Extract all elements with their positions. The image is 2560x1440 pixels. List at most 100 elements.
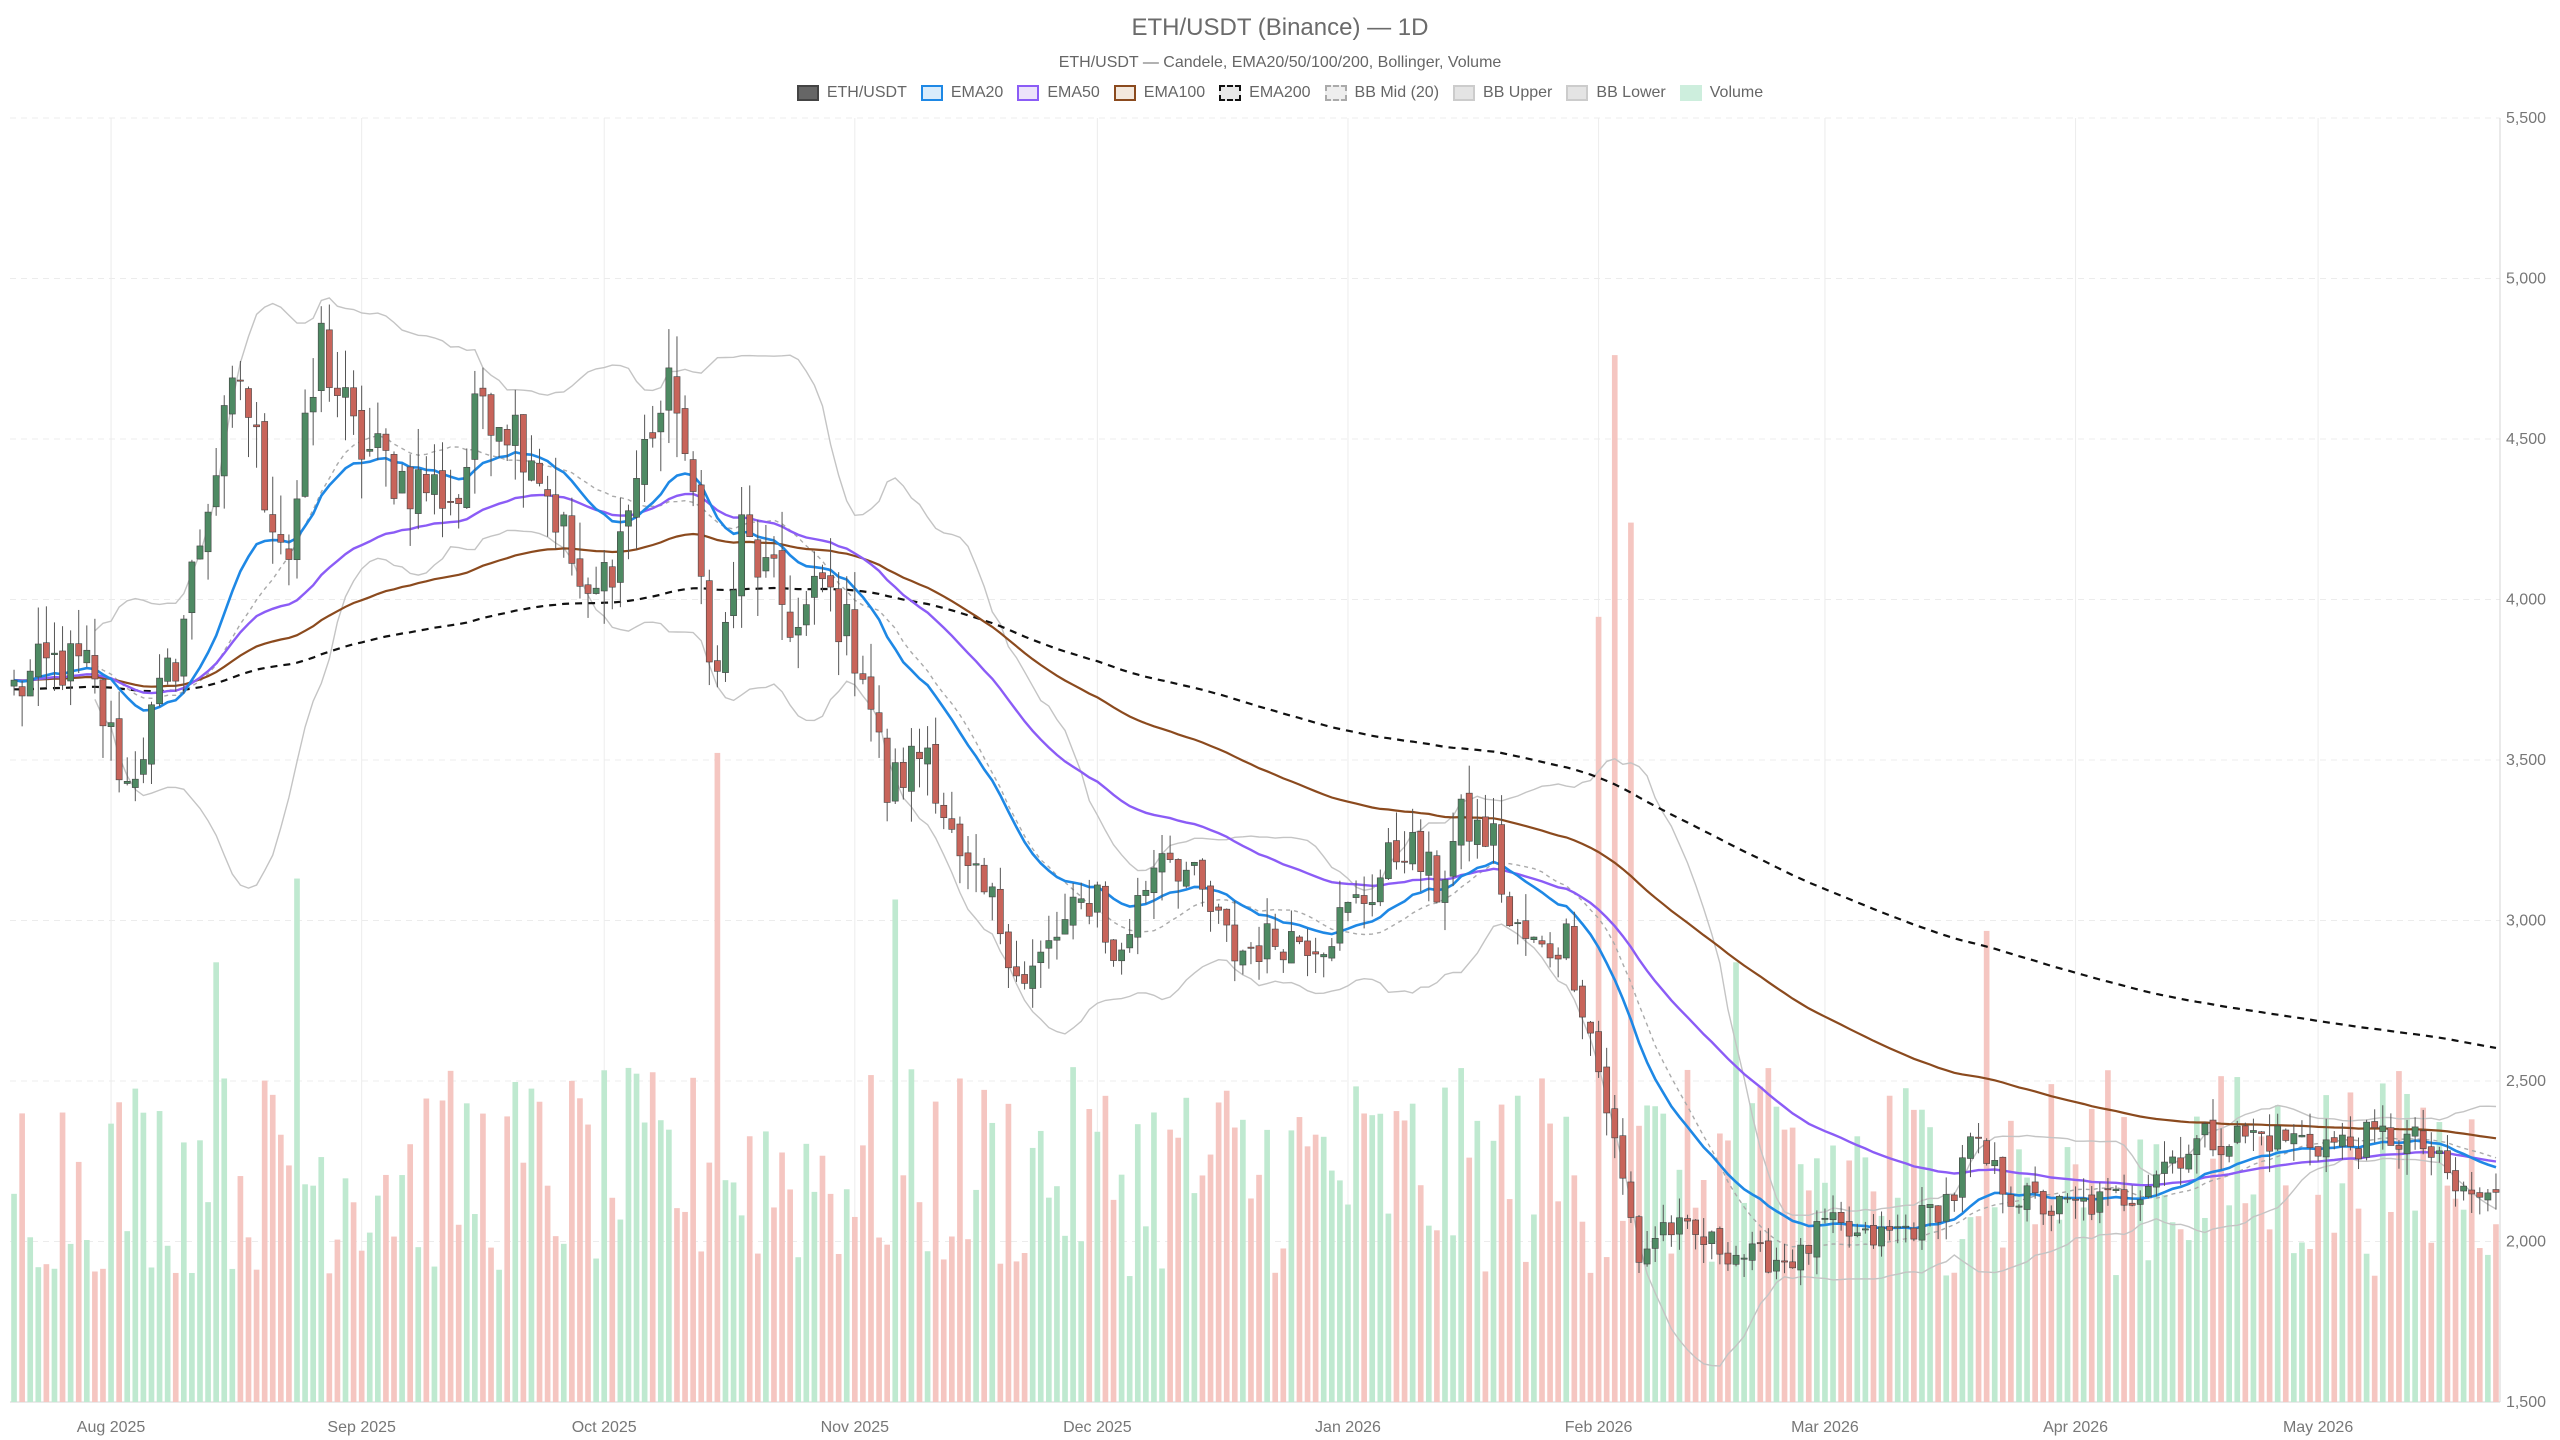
- volume-bar: [43, 1264, 50, 1402]
- volume-bar: [884, 1244, 890, 1402]
- candle-body: [99, 679, 107, 727]
- volume-bar: [19, 1113, 25, 1402]
- candle-body: [2217, 1146, 2225, 1156]
- volume-bar: [439, 1100, 446, 1402]
- volume-bar: [1167, 1129, 1173, 1402]
- x-tick-label: Sep 2025: [327, 1419, 396, 1436]
- candle-body: [924, 747, 931, 765]
- volume-bar: [1466, 1157, 1473, 1402]
- candle-body: [2023, 1185, 2031, 1210]
- legend-item[interactable]: BB Lower: [1566, 84, 1666, 102]
- volume-bar: [1353, 1086, 1359, 1402]
- legend-label: EMA100: [1143, 84, 1206, 101]
- candle-body: [754, 539, 762, 578]
- candle-body: [1643, 1248, 1651, 1265]
- volume-bar: [1409, 1103, 1416, 1402]
- volume-bar: [641, 1122, 648, 1402]
- candle-body: [1473, 819, 1481, 845]
- candle-body: [2201, 1123, 2209, 1136]
- candle-body: [1199, 859, 1206, 890]
- legend-item[interactable]: EMA100: [1113, 84, 1206, 102]
- volume-bar: [2113, 1275, 2119, 1402]
- candle-body: [398, 470, 406, 494]
- volume-bar: [965, 1239, 971, 1402]
- legend-item[interactable]: EMA200: [1219, 84, 1311, 102]
- candle-body: [2250, 1130, 2257, 1133]
- candle-body: [75, 643, 83, 657]
- x-tick-label: Oct 2025: [572, 1419, 637, 1436]
- volume-bar: [1999, 1247, 2006, 1402]
- candle-body: [1401, 860, 1408, 863]
- volume-bar: [1838, 1220, 1844, 1402]
- volume-bar: [1498, 1104, 1505, 1402]
- candle-body: [277, 534, 285, 543]
- candle-body: [972, 863, 980, 866]
- candle-body: [1748, 1243, 1756, 1261]
- candle-body: [1773, 1259, 1780, 1272]
- volume-bar: [1959, 1239, 1966, 1402]
- candle-body: [463, 466, 471, 508]
- candle-body: [245, 388, 252, 418]
- candle-body: [2031, 1181, 2039, 1194]
- legend-item[interactable]: ETH/USDT: [796, 84, 907, 102]
- volume-bar: [59, 1112, 66, 1402]
- volume-bar: [1563, 1116, 1570, 1402]
- volume-bar: [229, 1268, 236, 1402]
- legend-item[interactable]: EMA50: [1017, 84, 1100, 102]
- candle-body: [641, 439, 648, 485]
- volume-bar: [108, 1123, 114, 1402]
- volume-bar: [1886, 1095, 1893, 1402]
- candle-body: [1635, 1216, 1643, 1263]
- volume-bar: [2153, 1144, 2160, 1402]
- candle-body: [1894, 1226, 1902, 1229]
- x-tick-label: Dec 2025: [1063, 1419, 1132, 1436]
- candle-body: [439, 470, 446, 509]
- candle-body: [762, 557, 770, 572]
- volume-bar: [2315, 1194, 2321, 1402]
- volume-bar: [876, 1237, 882, 1402]
- volume-bar: [2040, 1198, 2047, 1402]
- bb-mid-line: [94, 434, 2497, 1248]
- volume-bar: [423, 1098, 430, 1402]
- candle-body: [148, 704, 155, 765]
- volume-bar: [2177, 1229, 2184, 1402]
- bb-upper-line: [94, 297, 2497, 1217]
- candle-body: [1676, 1217, 1683, 1235]
- legend-item[interactable]: EMA20: [920, 84, 1003, 102]
- candle-body: [1425, 851, 1433, 876]
- volume-bar: [1741, 1202, 1747, 1402]
- candle-body: [1522, 920, 1530, 939]
- candle-body: [584, 584, 592, 594]
- volume-bar: [900, 1175, 907, 1402]
- volume-bar: [714, 752, 721, 1402]
- candle-body: [1845, 1221, 1853, 1237]
- candle-body: [285, 548, 293, 560]
- volume-bar: [2404, 1093, 2410, 1402]
- volume-bar: [908, 1069, 915, 1402]
- candle-body: [2460, 1185, 2467, 1192]
- legend-item[interactable]: Volume: [1679, 84, 1763, 102]
- candle-body: [689, 459, 697, 492]
- volume-bar: [75, 1161, 82, 1402]
- candle-body: [1360, 895, 1368, 904]
- volume-bar: [2355, 1208, 2362, 1402]
- volume-bar: [1878, 1215, 1885, 1402]
- candle-body: [1118, 949, 1125, 962]
- candle-body: [2096, 1191, 2104, 1213]
- volume-bar: [415, 1247, 422, 1402]
- ema100-line: [13, 532, 2497, 1140]
- volume-bar: [1708, 1261, 1715, 1402]
- volume-bar: [1676, 1169, 1683, 1402]
- legend-swatch: [1679, 85, 1702, 101]
- candle-body: [1886, 1226, 1893, 1231]
- volume-bar: [2080, 1207, 2087, 1402]
- candle-body: [2088, 1194, 2096, 1215]
- legend-item[interactable]: BB Mid (20): [1324, 84, 1439, 102]
- volume-bar: [1377, 1113, 1384, 1402]
- legend-item[interactable]: BB Upper: [1453, 84, 1552, 102]
- candle-body: [932, 744, 940, 804]
- volume-bar: [916, 1202, 923, 1402]
- volume-bar: [2202, 1217, 2208, 1402]
- volume-bar: [892, 899, 899, 1402]
- volume-bar: [2307, 1248, 2313, 1402]
